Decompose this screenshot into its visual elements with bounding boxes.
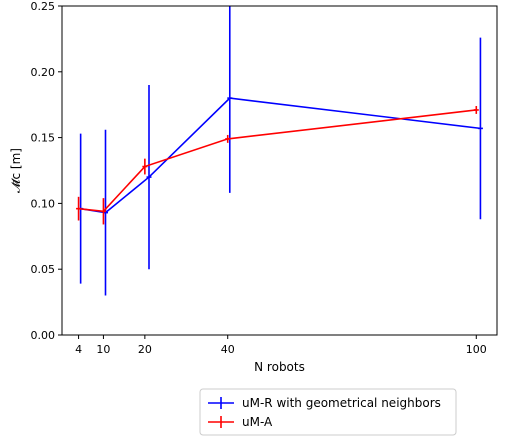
y-tick-label: 0.05: [31, 263, 56, 276]
x-tick-label: 40: [221, 343, 235, 356]
legend-label: uM-R with geometrical neighbors: [242, 396, 441, 410]
x-tick-label: 4: [75, 343, 82, 356]
y-tick-label: 0.25: [31, 0, 56, 13]
series-line: [80, 97, 481, 214]
y-tick-label: 0.10: [31, 197, 56, 210]
series-layer: [76, 6, 483, 296]
series-um-r: [78, 6, 483, 296]
axes-frame: [61, 5, 498, 336]
series-line: [78, 109, 477, 213]
legend: uM-R with geometrical neighbors uM-A: [199, 388, 457, 436]
series-um-a: [76, 106, 479, 225]
x-axis-label: N robots: [254, 360, 305, 374]
y-tick-label: 0.15: [31, 132, 56, 145]
y-axis: 0.00 0.05 0.10 0.15 0.20 0.25: [31, 0, 62, 342]
x-tick-label: 100: [466, 343, 487, 356]
legend-item: uM-A: [208, 415, 273, 429]
y-tick-label: 0.00: [31, 329, 56, 342]
x-tick-label: 10: [96, 343, 110, 356]
y-tick-label: 0.20: [31, 66, 56, 79]
legend-item: uM-R with geometrical neighbors: [208, 396, 441, 410]
legend-box: [199, 388, 457, 436]
legend-label: uM-A: [242, 415, 273, 429]
y-axis-label: 𝓜̄c [m]: [9, 148, 23, 193]
x-axis: 4 10 20 40 100: [75, 335, 487, 356]
x-tick-label: 20: [138, 343, 152, 356]
